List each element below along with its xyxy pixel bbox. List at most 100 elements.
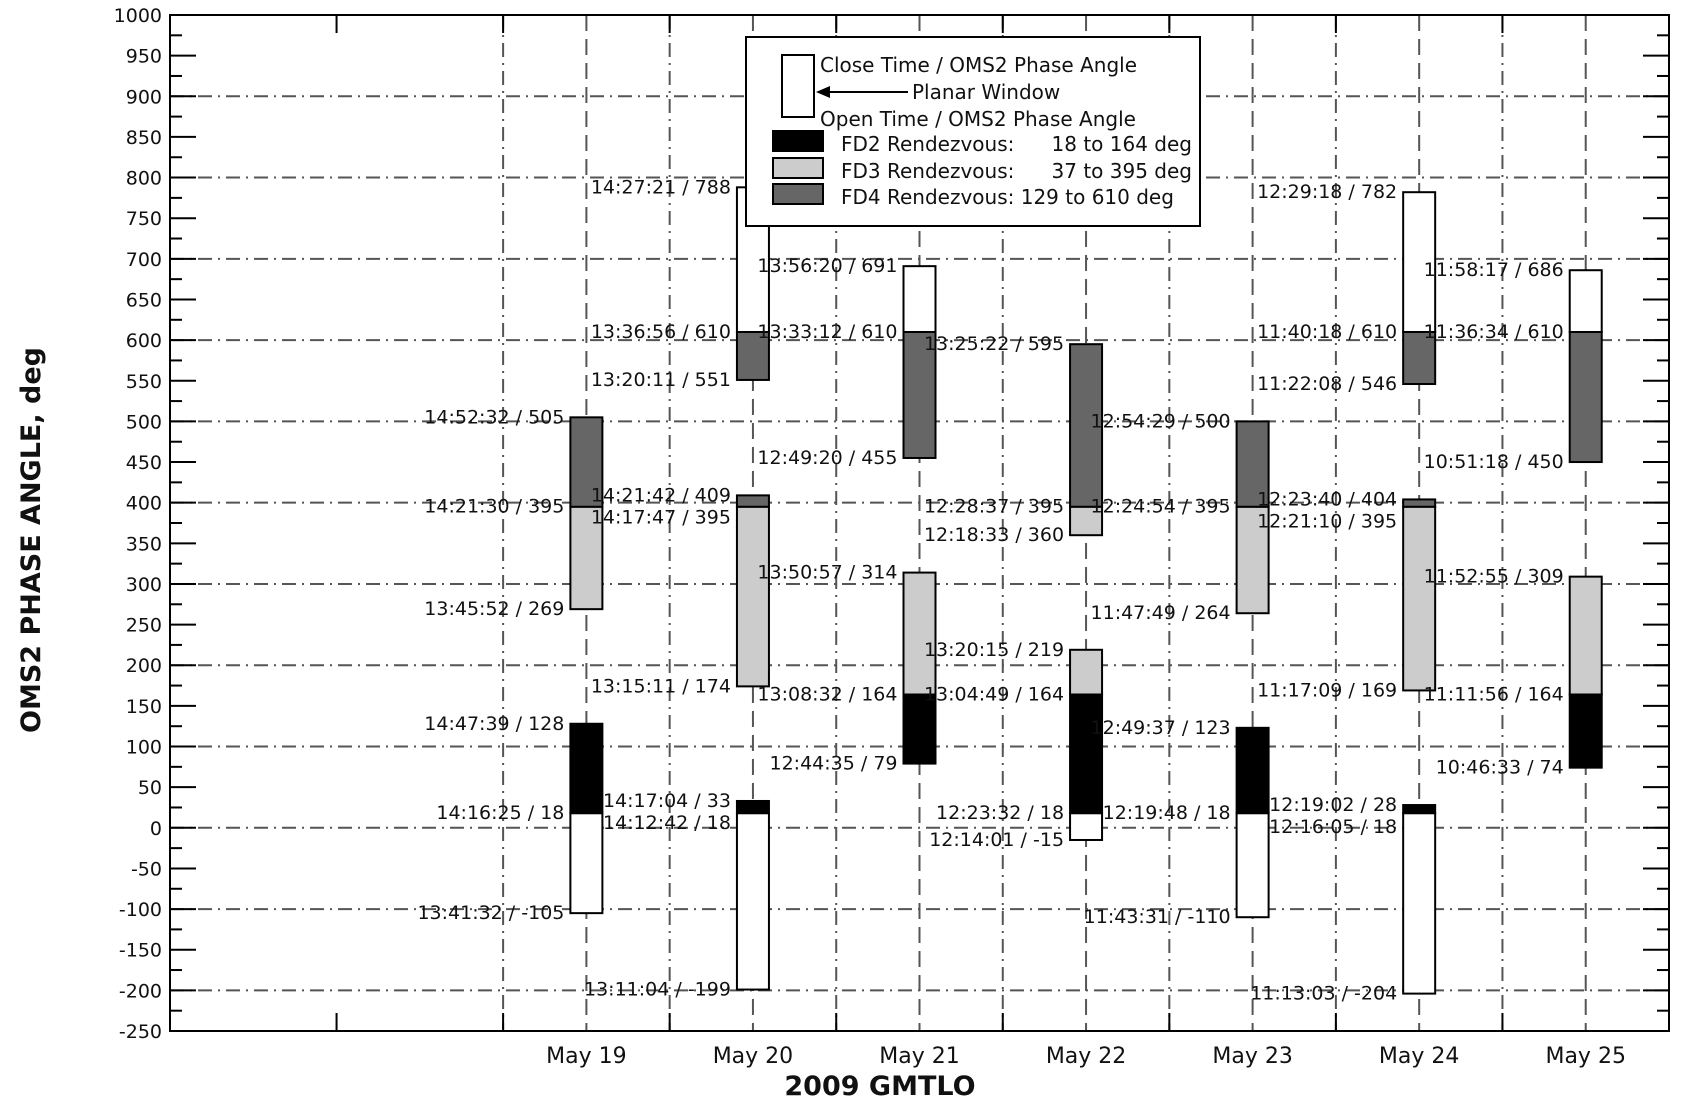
bar-annotation: 14:21:42 / 409 xyxy=(591,484,731,506)
bar-segment-fd4 xyxy=(1069,343,1104,508)
bar-segment-fd4 xyxy=(1568,330,1603,464)
bar-segment-planar xyxy=(735,812,770,991)
bar-annotation: 12:23:40 / 404 xyxy=(1257,488,1397,510)
bar-annotation: 11:36:34 / 610 xyxy=(1424,321,1564,343)
bars-layer xyxy=(569,186,1603,995)
bar-segment-fd3 xyxy=(1402,505,1437,692)
bar-annotation: 13:11:04 / -199 xyxy=(584,979,731,1001)
bar-annotation: 14:21:30 / 395 xyxy=(424,496,564,518)
bar-annotation: 10:46:33 / 74 xyxy=(1436,757,1564,779)
y-tick-label: 600 xyxy=(126,330,162,352)
bar-segment-planar xyxy=(1402,191,1437,333)
bar-annotation: 13:15:11 / 174 xyxy=(591,675,731,697)
bar-segment-planar xyxy=(1402,812,1437,995)
bar-segment-fd2 xyxy=(569,722,604,815)
bar-annotation: 12:16:05 / 18 xyxy=(1269,816,1397,838)
bar-annotation: 13:56:20 / 691 xyxy=(757,255,897,277)
y-tick-label: 1000 xyxy=(114,5,162,27)
axis-layer: 1000950900850800750700650600550500450400… xyxy=(114,5,1669,1069)
bar-annotation: 12:19:02 / 28 xyxy=(1269,794,1397,816)
y-tick-label: 250 xyxy=(126,615,162,637)
bar-annotation: 11:47:49 / 264 xyxy=(1091,602,1231,624)
bar-annotation: 12:44:35 / 79 xyxy=(770,753,898,775)
bar-annotation: 12:23:32 / 18 xyxy=(936,802,1064,824)
y-tick-label: -250 xyxy=(119,1021,162,1043)
bar-segment-fd4 xyxy=(735,494,770,508)
bar-segment-fd4 xyxy=(735,330,770,381)
bar-segment-fd3 xyxy=(1069,505,1104,537)
legend-planar-open: Open Time / OMS2 Phase Angle xyxy=(820,107,1136,131)
y-tick-label: -150 xyxy=(119,940,162,962)
bar-annotation: 12:28:37 / 395 xyxy=(924,496,1064,518)
bar-segment-fd2 xyxy=(735,799,770,815)
legend-fd2-name: FD2 Rendezvous: xyxy=(841,132,1014,156)
x-tick-label: May 19 xyxy=(546,1044,626,1069)
bar-segment-fd4 xyxy=(902,330,937,459)
bar-segment-fd4 xyxy=(569,416,604,508)
bar-annotation: 12:18:33 / 360 xyxy=(924,524,1064,546)
bar-annotation: 14:17:04 / 33 xyxy=(603,790,731,812)
bar-annotation: 11:11:56 / 164 xyxy=(1424,684,1564,706)
x-tick-label: May 20 xyxy=(713,1044,793,1069)
bar-annotation: 13:04:49 / 164 xyxy=(924,684,1064,706)
y-tick-label: 200 xyxy=(126,655,162,677)
bar-labels-layer: 14:52:32 / 505 14:21:30 / 395 13:45:52 / 2… xyxy=(417,176,1563,1004)
x-axis-title: 2009 GMTLO xyxy=(784,1071,975,1099)
bar-annotation: 12:14:01 / -15 xyxy=(929,829,1064,851)
bar-annotation: 11:22:08 / 546 xyxy=(1257,373,1397,395)
bar-segment-planar xyxy=(902,265,937,333)
x-tick-label: May 23 xyxy=(1212,1044,1292,1069)
bar-annotation: 13:25:22 / 595 xyxy=(924,333,1064,355)
y-tick-label: 450 xyxy=(126,452,162,474)
bar-annotation: 12:54:29 / 500 xyxy=(1091,410,1231,432)
legend-fd2-range: 18 to 164 deg xyxy=(1052,132,1192,156)
bar-annotation: 14:47:39 / 128 xyxy=(424,713,564,735)
bar-segment-fd2 xyxy=(1235,726,1270,815)
bar-annotation: 14:27:21 / 788 xyxy=(591,176,731,198)
legend-planar-label: Planar Window xyxy=(912,80,1060,104)
bar-annotation: 11:58:17 / 686 xyxy=(1424,259,1564,281)
bar-segment-planar xyxy=(569,812,604,915)
bar-annotation: 13:36:56 / 610 xyxy=(591,321,731,343)
bar-segment-fd2 xyxy=(1568,693,1603,769)
bar-segment-planar xyxy=(1235,812,1270,919)
legend-fd4-name: FD4 Rendezvous: 129 to 610 deg xyxy=(841,185,1174,209)
y-tick-label: 150 xyxy=(126,696,162,718)
bar-annotation: 11:17:09 / 169 xyxy=(1257,679,1397,701)
y-tick-label: 850 xyxy=(126,127,162,149)
bar-segment-fd4 xyxy=(1235,420,1270,508)
bar-annotation: 12:49:20 / 455 xyxy=(757,447,897,469)
bar-segment-fd2 xyxy=(1402,804,1437,815)
x-tick-label: May 24 xyxy=(1379,1044,1459,1069)
legend-planar-swatch xyxy=(781,54,815,118)
x-tick-label: May 21 xyxy=(879,1044,959,1069)
y-tick-label: -50 xyxy=(131,858,162,880)
bar-annotation: 10:51:18 / 450 xyxy=(1424,451,1564,473)
bar-annotation: 13:50:57 / 314 xyxy=(757,562,897,584)
legend-arrow-head xyxy=(816,86,830,98)
x-tick-label: May 22 xyxy=(1046,1044,1126,1069)
y-tick-label: 0 xyxy=(150,818,162,840)
bar-annotation: 13:41:32 / -105 xyxy=(417,902,564,924)
bar-annotation: 11:43:31 / -110 xyxy=(1084,906,1231,928)
y-tick-label: 350 xyxy=(126,533,162,555)
y-tick-label: 950 xyxy=(126,46,162,68)
bar-annotation: 14:52:32 / 505 xyxy=(424,406,564,428)
bar-annotation: 12:19:48 / 18 xyxy=(1103,802,1231,824)
bar-segment-fd3 xyxy=(902,571,937,696)
bar-segment-planar xyxy=(1069,812,1104,841)
bar-segment-planar xyxy=(1568,269,1603,333)
bar-annotation: 14:16:25 / 18 xyxy=(436,802,564,824)
legend-fd3-swatch xyxy=(772,157,824,179)
bar-annotation: 13:20:15 / 219 xyxy=(924,639,1064,661)
bar-segment-fd2 xyxy=(1069,693,1104,815)
bar-annotation: 14:12:42 / 18 xyxy=(603,812,731,834)
y-tick-label: 50 xyxy=(138,777,162,799)
bar-annotation: 12:49:37 / 123 xyxy=(1091,717,1231,739)
bar-annotation: 11:40:18 / 610 xyxy=(1257,321,1397,343)
y-tick-label: 750 xyxy=(126,208,162,230)
bar-annotation: 13:08:32 / 164 xyxy=(757,684,897,706)
legend-planar-close: Close Time / OMS2 Phase Angle xyxy=(820,53,1137,77)
legend-fd3-name: FD3 Rendezvous: xyxy=(841,159,1014,183)
